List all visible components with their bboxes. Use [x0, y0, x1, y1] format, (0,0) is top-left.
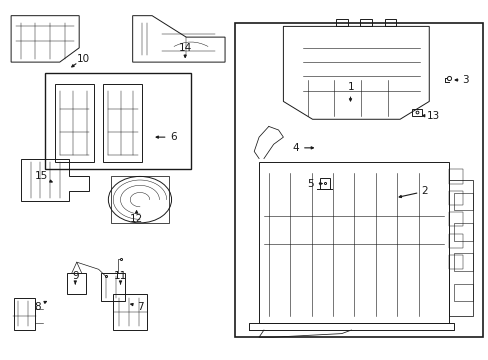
Text: 7: 7 — [136, 302, 143, 312]
Text: 10: 10 — [76, 54, 89, 64]
Text: 15: 15 — [35, 171, 48, 181]
Text: 8: 8 — [35, 302, 41, 312]
Text: 12: 12 — [130, 214, 143, 224]
Text: 5: 5 — [306, 179, 313, 189]
Text: 11: 11 — [114, 271, 127, 282]
Text: 1: 1 — [347, 82, 354, 92]
Bar — [234, 23, 482, 337]
Bar — [45, 73, 191, 169]
Text: 13: 13 — [426, 111, 439, 121]
Text: 3: 3 — [462, 75, 468, 85]
Text: 2: 2 — [420, 186, 427, 196]
Text: 14: 14 — [178, 43, 191, 53]
Text: 4: 4 — [292, 143, 298, 153]
Text: 6: 6 — [170, 132, 177, 142]
Text: 9: 9 — [72, 271, 79, 282]
